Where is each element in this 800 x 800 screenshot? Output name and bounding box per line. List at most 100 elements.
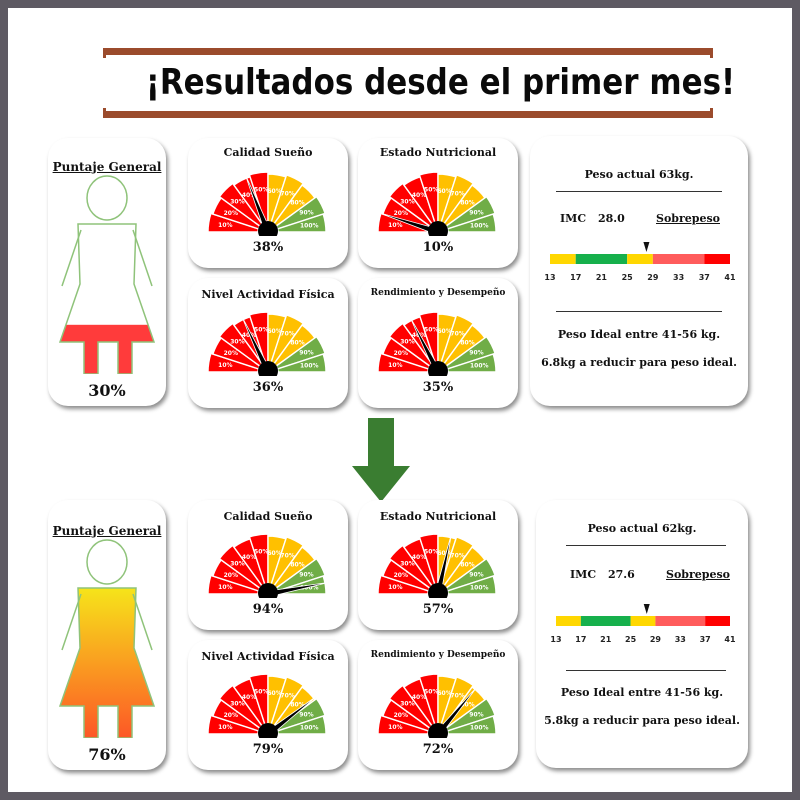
banner-bottom-rule xyxy=(103,111,713,118)
gauge-value: 38% xyxy=(252,240,284,255)
gauge-title: Calidad Sueño xyxy=(223,510,313,523)
bmi-band xyxy=(550,254,576,264)
gauge-tick-label: 50% xyxy=(424,326,438,333)
gauge-hub xyxy=(428,221,448,236)
gauge-dial: 10%20%30%40%50%60%70%80%90%100% xyxy=(207,171,327,236)
gauge-tick-label: 20% xyxy=(224,210,238,217)
gauge-card-nivel-actividad-before: Nivel Actividad Física 10% 20% 30% 40% 50% 60… xyxy=(188,278,348,408)
gauge-tick-label: 30% xyxy=(230,560,244,567)
gauge-tick-label: 20% xyxy=(394,572,408,579)
bmi-tick-label: 13 xyxy=(544,273,555,282)
imc-value: 28.0 xyxy=(598,212,625,225)
gauge-tick-label: 100% xyxy=(470,584,489,591)
gauge-card-calidad-sueno-before: Calidad Sueño 10% 20% 30% 40% 50% 60% 70% 80% 90… xyxy=(188,138,348,268)
gauge-tick-label: 70% xyxy=(450,331,464,338)
gauge-card-estado-nutricional-after: Estado Nutricional 10% 20% 30% 40% 50% 60% 70%… xyxy=(358,500,518,630)
gauge-tick-label: 60% xyxy=(267,690,281,697)
gauge-tick-label: 20% xyxy=(224,572,238,579)
overall-score-label: Puntaje General xyxy=(52,160,162,174)
bmi-band xyxy=(704,254,730,264)
imc-label: IMC xyxy=(560,212,587,225)
gauge-tick-label: 20% xyxy=(394,210,408,217)
arrow-down-icon xyxy=(352,418,410,502)
bmi-band xyxy=(580,616,631,626)
gauge-tick-label: 60% xyxy=(267,550,281,557)
gauge-card-calidad-sueno-after: Calidad Sueño 10% 20% 30% 40% 50% 60% 70% 80% 90… xyxy=(188,500,348,630)
figure-arm xyxy=(61,229,82,287)
gauge-dial: 10%20%30%40%50%60%70%80%90%100% xyxy=(377,673,497,738)
gauge-tick-label: 70% xyxy=(450,553,464,560)
gauge-tick-label: 50% xyxy=(254,186,268,193)
gauge-tick-label: 90% xyxy=(299,349,313,356)
gauge-title: Calidad Sueño xyxy=(223,146,313,159)
bmi-tick-label: 37 xyxy=(700,635,711,644)
gauge-tick-label: 90% xyxy=(299,571,313,578)
bmi-band xyxy=(575,254,628,264)
gauge-tick-label: 90% xyxy=(469,209,483,216)
gauge-value: 10% xyxy=(422,240,454,255)
gauge-tick-label: 90% xyxy=(469,349,483,356)
bmi-tick-label: 33 xyxy=(675,635,686,644)
gauge-tick-label: 100% xyxy=(470,362,489,369)
overall-score-value: 76% xyxy=(88,745,126,764)
gauge-tick-label: 100% xyxy=(300,584,319,591)
gauge-dial: 10%20%30%40%50%60%70%80%90%100% xyxy=(377,171,497,236)
weight-to-reduce: 6.8kg a reducir para peso ideal. xyxy=(541,356,737,369)
weight-card-after: Peso actual 62kg. IMC 27.6 Sobrepeso 13 1… xyxy=(536,500,748,768)
gauge-title: Nivel Actividad Física xyxy=(201,650,335,663)
bmi-tick-label: 33 xyxy=(673,273,684,282)
current-weight: Peso actual 63kg. xyxy=(584,168,694,181)
gauge-title: Estado Nutricional xyxy=(379,510,497,523)
figure-arm xyxy=(61,593,82,651)
gauge-dial: 10%20%30%40%50%60%70%80%90%100% xyxy=(207,533,329,598)
gauge-tick-label: 90% xyxy=(299,209,313,216)
bmi-tick-label: 13 xyxy=(550,635,561,644)
gauge-tick-label: 10% xyxy=(218,222,232,229)
gauge-value: 36% xyxy=(252,380,284,395)
score-fill xyxy=(60,586,154,738)
gauge-tick-label: 70% xyxy=(280,693,294,700)
figure-outline xyxy=(86,539,128,585)
gauge-dial: 10%20%30%40%50%60%70%80%90%100% xyxy=(377,311,497,376)
figure-outline xyxy=(58,587,156,738)
gauge-tick-label: 40% xyxy=(412,554,426,561)
gauge-card-nivel-actividad-after: Nivel Actividad Física 10% 20% 30% 40% 50% 60… xyxy=(188,640,348,770)
bmi-band xyxy=(627,254,653,264)
gauge-value: 79% xyxy=(252,742,284,757)
bmi-tick-label: 17 xyxy=(575,635,586,644)
gauge-title: Rendimiento y Desempeño xyxy=(370,288,506,298)
bmi-tick-label: 25 xyxy=(622,273,634,282)
gauge-hub xyxy=(428,723,448,738)
gauge-tick-label: 100% xyxy=(470,724,489,731)
gauge-value: 94% xyxy=(252,602,284,617)
gauge-tick-label: 80% xyxy=(290,561,304,568)
woman-figure-icon xyxy=(58,539,156,738)
overall-score-card-after: Puntaje General 76% xyxy=(48,500,166,770)
gauge-tick-label: 40% xyxy=(242,332,256,339)
gauge-tick-label: 60% xyxy=(267,188,281,195)
bmi-band xyxy=(630,616,656,626)
gauge-tick-label: 80% xyxy=(460,199,474,206)
title-banner: ¡Resultados desde el primer mes! xyxy=(103,48,735,118)
bmi-tick-label: 37 xyxy=(699,273,710,282)
gauge-tick-label: 100% xyxy=(470,222,489,229)
gauge-tick-label: 40% xyxy=(242,694,256,701)
bmi-tick-label: 29 xyxy=(650,635,662,644)
bmi-tick-label: 25 xyxy=(625,635,637,644)
divider xyxy=(556,191,722,192)
gauge-tick-label: 10% xyxy=(388,222,402,229)
gauge-card-rendimiento-after: Rendimiento y Desempeño 10% 20% 30% 40% 50% 6… xyxy=(358,640,518,770)
gauge-tick-label: 60% xyxy=(267,328,281,335)
gauge-dial: 10%20%30%40%50%60%70%80%90%100% xyxy=(377,533,497,598)
gauge-tick-label: 90% xyxy=(469,571,483,578)
gauge-title: Rendimiento y Desempeño xyxy=(370,650,506,660)
gauge-tick-label: 10% xyxy=(388,362,402,369)
bmi-band xyxy=(655,616,706,626)
gauge-value: 57% xyxy=(422,602,454,617)
divider xyxy=(556,311,722,312)
gauge-tick-label: 30% xyxy=(400,560,414,567)
bmi-tick-label: 41 xyxy=(724,635,736,644)
gauge-value: 35% xyxy=(422,380,454,395)
gauge-tick-label: 50% xyxy=(254,326,268,333)
overall-score-card-before: Puntaje General 30% xyxy=(48,138,166,406)
